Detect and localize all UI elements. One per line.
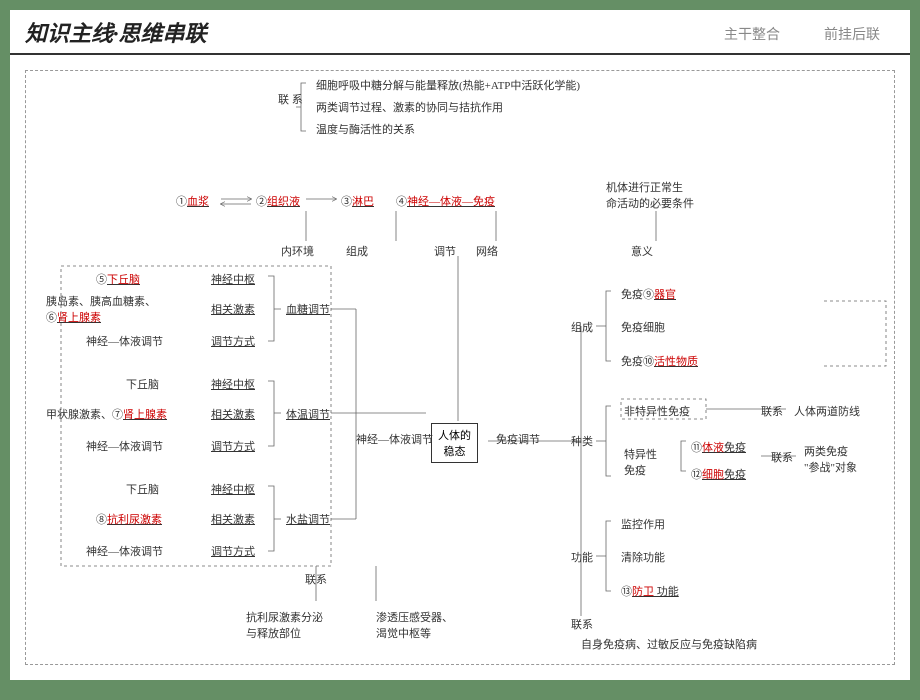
header-sub2: 前挂后联 — [824, 24, 880, 44]
g1-r2-mid: 相关激素 — [211, 301, 255, 317]
top-label: 联 系 — [278, 91, 303, 109]
mid-inner: 内环境 — [281, 243, 314, 259]
group1-title: 血糖调节 — [286, 301, 330, 317]
nonspec: 非特异性免疫 — [624, 403, 690, 419]
g2-r1-left: 下丘脑 — [126, 376, 159, 392]
compose-label: 组成 — [571, 319, 593, 335]
row1-item-3: ③淋巴 — [341, 193, 374, 209]
conn1: 联系 — [761, 403, 783, 419]
spec: 特异性 免疫 — [624, 446, 657, 478]
mid-adjust: 调节 — [434, 243, 456, 259]
g2-r1-mid: 神经中枢 — [211, 376, 255, 392]
mid-meaning: 意义 — [631, 243, 653, 259]
g2-r2-left: 甲状腺激素、⑦肾上腺素 — [46, 406, 167, 422]
group3-title: 水盐调节 — [286, 511, 330, 527]
page-title: 知识主线·思维串联 — [25, 16, 207, 48]
compose-2: 免疫细胞 — [621, 319, 665, 335]
g1-r3-mid: 调节方式 — [211, 333, 255, 349]
page: 知识主线·思维串联 主干整合 前挂后联 — [10, 10, 910, 680]
mid-network: 网络 — [476, 243, 498, 259]
top-line-2: 两类调节过程、激素的协同与拮抗作用 — [316, 99, 503, 115]
func-13: ⑬防卫 功能 — [621, 583, 679, 599]
g3-r3-left: 神经—体液调节 — [86, 543, 163, 559]
func-label: 功能 — [571, 549, 593, 565]
type-12: ⑫细胞免疫 — [691, 466, 746, 482]
g3-r2-mid: 相关激素 — [211, 511, 255, 527]
header: 知识主线·思维串联 主干整合 前挂后联 — [10, 10, 910, 55]
top-line-1: 细胞呼吸中糖分解与能量释放(热能+ATP中活跃化学能) — [316, 77, 580, 93]
type-11: ⑪体液免疫 — [691, 439, 746, 455]
row1-item-4: ④神经—体液—免疫 — [396, 193, 495, 209]
row1-right: 机体进行正常生 命活动的必要条件 — [606, 179, 694, 211]
top-line-3: 温度与酶活性的关系 — [316, 121, 415, 137]
g2-r2-mid: 相关激素 — [211, 406, 255, 422]
compose-1: 免疫⑨器官 — [621, 286, 676, 302]
mid-compose: 组成 — [346, 243, 368, 259]
g3-r3-mid: 调节方式 — [211, 543, 255, 559]
func-1: 监控作用 — [621, 516, 665, 532]
conn2: 联系 — [771, 449, 793, 465]
center-box: 人体的 稳态 — [431, 423, 478, 463]
g3-r2-left: ⑧抗利尿激素 — [96, 511, 162, 527]
two-immune: 两类免疫 "参战"对象 — [804, 443, 857, 475]
diagram: 联 系 细胞呼吸中糖分解与能量释放(热能+ATP中活跃化学能) 两类调节过程、激… — [25, 70, 895, 665]
g1-r1-mid: 神经中枢 — [211, 271, 255, 287]
lianxi2: 联系 — [571, 616, 593, 632]
center-left-label: 神经—体液调节 — [356, 431, 433, 447]
diagram-lines — [26, 71, 894, 664]
compose-3: 免疫⑩活性物质 — [621, 353, 698, 369]
two-lines: 人体两道防线 — [794, 403, 860, 419]
g2-r3-mid: 调节方式 — [211, 438, 255, 454]
g1-r1-left: ⑤下丘脑 — [96, 271, 140, 287]
g1-r2-left: 胰岛素、胰高血糖素、 ⑥肾上腺素 — [46, 293, 156, 325]
g3-r1-left: 下丘脑 — [126, 481, 159, 497]
group2-title: 体温调节 — [286, 406, 330, 422]
row1-item-1: ①血浆 — [176, 193, 209, 209]
bottom-3: 自身免疫病、过敏反应与免疫缺陷病 — [581, 636, 757, 652]
g1-r3-left: 神经—体液调节 — [86, 333, 163, 349]
bottom-2: 渗透压感受器、 渴觉中枢等 — [376, 609, 453, 641]
func-2: 清除功能 — [621, 549, 665, 565]
row1-item-2: ②组织液 — [256, 193, 300, 209]
right-label: 免疫调节 — [496, 431, 540, 447]
bottom-1: 抗利尿激素分泌 与释放部位 — [246, 609, 323, 641]
header-sub1: 主干整合 — [724, 24, 780, 44]
types-label: 种类 — [571, 433, 593, 449]
g2-r3-left: 神经—体液调节 — [86, 438, 163, 454]
g3-r1-mid: 神经中枢 — [211, 481, 255, 497]
lianxi: 联系 — [305, 571, 327, 587]
